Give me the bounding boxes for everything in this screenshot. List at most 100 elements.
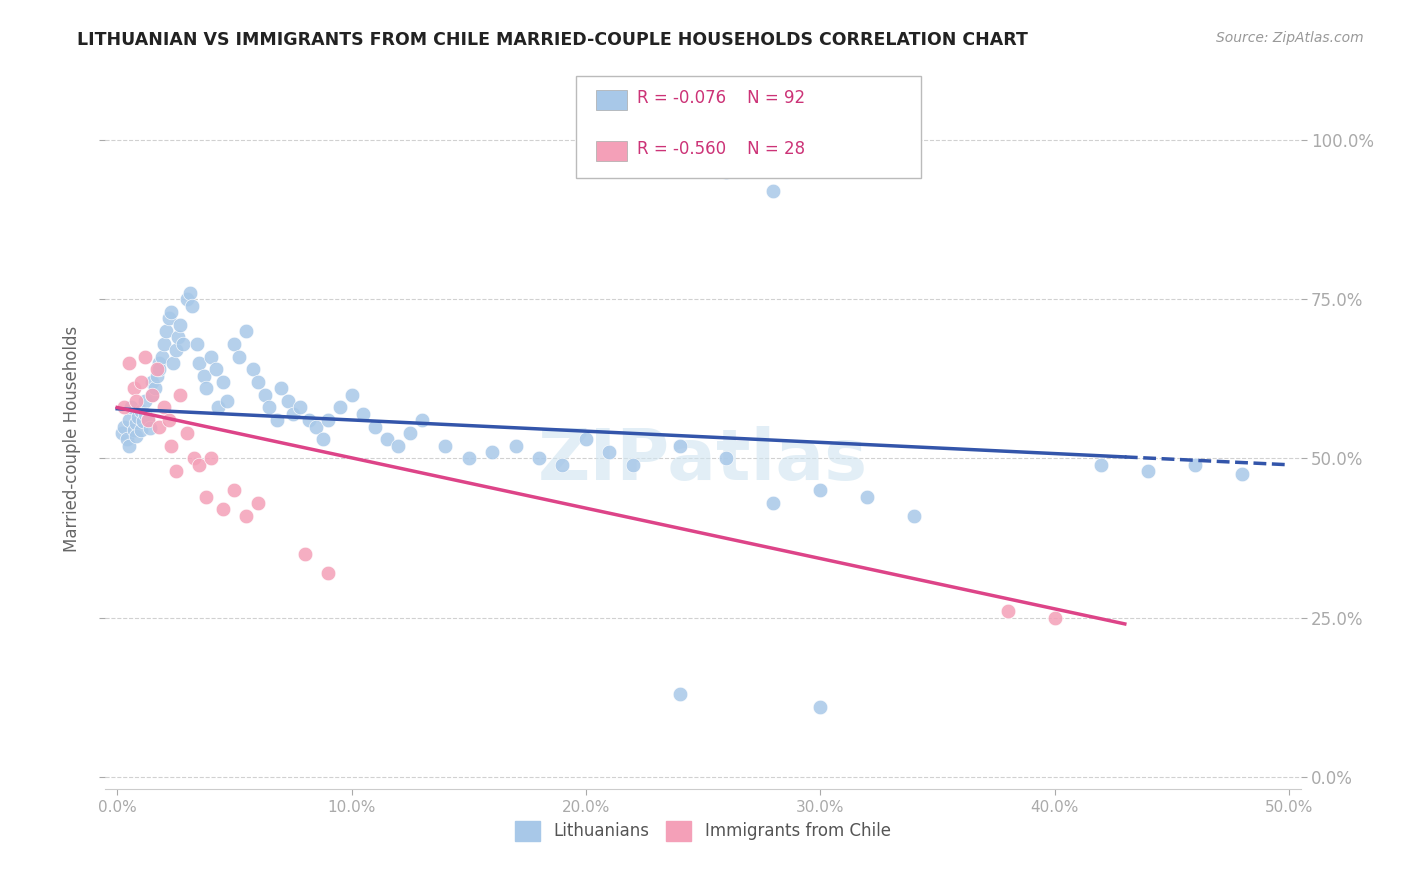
Point bbox=[169, 318, 191, 332]
Point bbox=[157, 311, 180, 326]
Point bbox=[1230, 467, 1253, 482]
Point bbox=[224, 336, 246, 351]
Point bbox=[434, 439, 457, 453]
Point bbox=[316, 566, 339, 580]
Point bbox=[150, 350, 173, 364]
Point bbox=[551, 458, 574, 472]
Point bbox=[181, 299, 204, 313]
Point bbox=[136, 413, 159, 427]
Point bbox=[281, 407, 304, 421]
Point bbox=[762, 184, 785, 198]
Point bbox=[169, 388, 191, 402]
Point bbox=[270, 381, 292, 395]
Point bbox=[217, 394, 239, 409]
Point bbox=[134, 394, 156, 409]
Point bbox=[266, 413, 288, 427]
Point bbox=[329, 401, 352, 415]
Point bbox=[228, 350, 250, 364]
Point bbox=[120, 401, 142, 415]
Point bbox=[115, 432, 138, 446]
Point bbox=[148, 356, 170, 370]
Point bbox=[157, 413, 180, 427]
Point bbox=[298, 413, 321, 427]
Point bbox=[316, 413, 339, 427]
Point bbox=[1184, 458, 1206, 472]
Point bbox=[122, 381, 145, 395]
Point bbox=[136, 412, 159, 426]
Text: ZIPatlas: ZIPatlas bbox=[538, 425, 868, 495]
Point bbox=[125, 417, 148, 431]
Point bbox=[165, 464, 187, 478]
Point bbox=[1043, 610, 1066, 624]
Point bbox=[716, 165, 738, 179]
Point bbox=[112, 419, 135, 434]
Point bbox=[481, 445, 503, 459]
Point bbox=[155, 324, 177, 338]
Point bbox=[125, 429, 148, 443]
Point bbox=[153, 401, 176, 415]
Point bbox=[139, 421, 162, 435]
Point bbox=[399, 425, 422, 440]
Point bbox=[457, 451, 479, 466]
Point bbox=[246, 496, 269, 510]
Point bbox=[340, 388, 363, 402]
Point bbox=[200, 451, 222, 466]
Point bbox=[235, 508, 257, 523]
Point bbox=[111, 425, 134, 440]
Point bbox=[598, 445, 620, 459]
Y-axis label: Married-couple Households: Married-couple Households bbox=[63, 326, 82, 552]
Point bbox=[253, 388, 276, 402]
Point bbox=[259, 401, 281, 415]
Point bbox=[134, 407, 156, 421]
Point bbox=[1137, 464, 1160, 478]
Point bbox=[132, 415, 155, 429]
Point bbox=[352, 407, 374, 421]
Point bbox=[141, 388, 163, 402]
Point bbox=[200, 350, 222, 364]
Point bbox=[312, 432, 335, 446]
Point bbox=[211, 502, 233, 516]
Point bbox=[193, 368, 215, 383]
Point bbox=[856, 490, 879, 504]
Point bbox=[195, 490, 218, 504]
Point bbox=[143, 381, 166, 395]
Point bbox=[134, 350, 156, 364]
Legend: Lithuanians, Immigrants from Chile: Lithuanians, Immigrants from Chile bbox=[509, 814, 897, 847]
Text: Source: ZipAtlas.com: Source: ZipAtlas.com bbox=[1216, 31, 1364, 45]
Point bbox=[118, 413, 141, 427]
Point bbox=[162, 356, 184, 370]
Point bbox=[129, 375, 152, 389]
Point bbox=[808, 483, 831, 498]
Point bbox=[112, 401, 135, 415]
Point bbox=[621, 458, 644, 472]
Point bbox=[505, 439, 527, 453]
Point bbox=[188, 458, 211, 472]
Point bbox=[288, 401, 311, 415]
Point bbox=[127, 410, 149, 425]
Point bbox=[1090, 458, 1112, 472]
Point bbox=[375, 432, 398, 446]
Point bbox=[118, 356, 141, 370]
Point bbox=[141, 388, 163, 402]
Point bbox=[527, 451, 550, 466]
Point bbox=[186, 336, 208, 351]
Point bbox=[716, 451, 738, 466]
Point bbox=[207, 401, 229, 415]
Point bbox=[211, 375, 233, 389]
Point bbox=[146, 362, 169, 376]
Point bbox=[997, 604, 1019, 618]
Point bbox=[167, 330, 190, 344]
Point bbox=[575, 432, 598, 446]
Text: LITHUANIAN VS IMMIGRANTS FROM CHILE MARRIED-COUPLE HOUSEHOLDS CORRELATION CHART: LITHUANIAN VS IMMIGRANTS FROM CHILE MARR… bbox=[77, 31, 1028, 49]
Point bbox=[179, 285, 201, 300]
Point bbox=[224, 483, 246, 498]
Point bbox=[148, 362, 170, 376]
Point bbox=[277, 394, 299, 409]
Point bbox=[165, 343, 187, 358]
Point bbox=[160, 439, 183, 453]
Point bbox=[172, 336, 194, 351]
Point bbox=[305, 419, 328, 434]
Point bbox=[125, 394, 148, 409]
Point bbox=[195, 381, 218, 395]
Point bbox=[129, 423, 152, 437]
